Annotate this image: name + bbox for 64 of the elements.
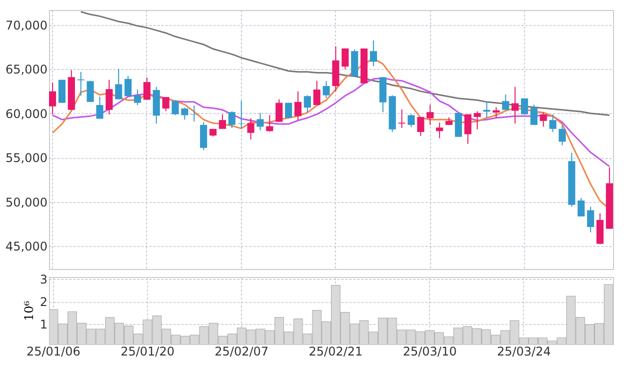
candlestick xyxy=(408,114,415,128)
y-axis-title: 10⁶ xyxy=(22,300,36,322)
candlestick xyxy=(587,206,594,233)
candlestick xyxy=(115,68,122,100)
candlestick xyxy=(49,82,56,115)
y-tick-label: 45,000 xyxy=(6,240,48,254)
candlestick xyxy=(134,89,142,106)
x-tick-label: 25/02/07 xyxy=(214,344,269,358)
candlestick xyxy=(86,80,94,102)
candlestick xyxy=(228,110,236,129)
y-tick-label: 55,000 xyxy=(6,151,48,166)
x-tick-label: 25/03/24 xyxy=(496,344,551,358)
candlestick xyxy=(96,96,104,120)
candlestick xyxy=(483,100,490,118)
candlestick xyxy=(256,112,264,131)
candlestick xyxy=(162,96,170,112)
candlestick xyxy=(398,108,406,129)
x-tick-label: 25/01/06 xyxy=(26,344,80,358)
candlestick xyxy=(417,116,424,136)
candlestick xyxy=(313,80,320,106)
line-series xyxy=(52,77,610,168)
candlestick xyxy=(558,124,566,146)
candlestick xyxy=(106,79,113,115)
candlestick xyxy=(304,94,311,114)
candlestick xyxy=(284,102,292,119)
y-tick-label: 60,000 xyxy=(6,106,48,121)
candlestick xyxy=(464,114,472,144)
candlestick xyxy=(540,112,547,128)
candlestick xyxy=(530,104,538,126)
candlestick xyxy=(596,212,604,245)
candlestick xyxy=(58,79,66,104)
candlestick xyxy=(474,110,481,130)
candlestick xyxy=(502,94,510,110)
candlestick xyxy=(578,197,585,217)
candlestick xyxy=(172,100,179,116)
candlestick xyxy=(266,114,274,132)
y-tick-label: 3 xyxy=(40,272,48,287)
candlestick xyxy=(520,98,528,115)
candlestick xyxy=(426,104,434,126)
y-tick-label: 1 xyxy=(40,317,48,332)
y-tick-label: 65,000 xyxy=(6,62,48,77)
candlestick xyxy=(436,122,444,139)
y-tick-label: 50,000 xyxy=(6,195,48,210)
candlestick xyxy=(181,107,188,120)
candlestick xyxy=(294,90,302,121)
candlestick xyxy=(549,114,556,132)
candlestick xyxy=(143,77,150,100)
x-tick-label: 25/01/20 xyxy=(120,344,174,358)
candlestick xyxy=(512,86,519,124)
y-tick-label: 2 xyxy=(40,295,48,310)
candlestick xyxy=(454,112,462,138)
candlestick xyxy=(370,40,378,67)
y-tick-label: 70,000 xyxy=(6,18,48,33)
candlestick xyxy=(238,100,245,129)
candlestick xyxy=(247,118,254,140)
candlestick xyxy=(342,48,349,70)
candlestick xyxy=(218,114,226,130)
candlestick xyxy=(200,122,208,151)
x-tick-label: 25/03/10 xyxy=(402,344,457,358)
candlestick xyxy=(124,75,132,97)
candlestick xyxy=(276,98,283,122)
candlestick xyxy=(322,80,330,98)
x-tick-label: 25/02/21 xyxy=(308,344,363,358)
candlestick xyxy=(77,71,84,96)
